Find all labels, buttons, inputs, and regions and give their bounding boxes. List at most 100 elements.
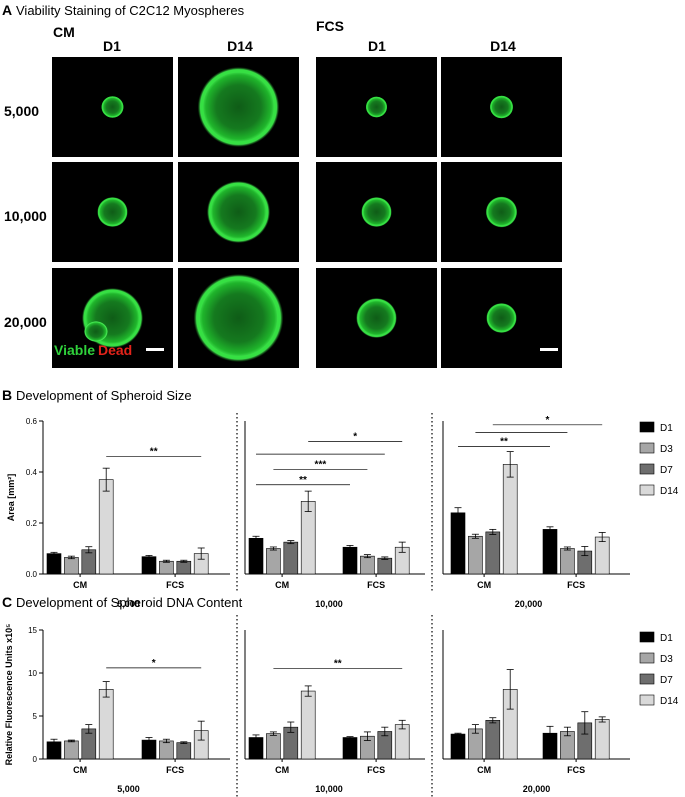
spheroid-0-1 [197,67,280,147]
x-tick-label-CM: CM [477,765,491,775]
row-label-5000: 5,000 [4,103,39,119]
legend-label-D3: D3 [660,654,673,665]
bar-20,000-FCS-D14 [594,536,610,575]
significance-label: * [353,431,357,442]
spheroid-rim-1-2 [361,197,392,227]
row-label-10000: 10,000 [4,208,47,224]
legend-swatch-D3 [639,652,655,664]
bar-10,000-CM-D3 [266,548,281,575]
spheroid-1-1 [206,181,271,243]
bar-5,000-CM-D14 [98,689,114,760]
bar-10,000-CM-D14 [300,690,316,760]
significance-label: ** [150,447,158,458]
panel-a-title: Viability Staining of C2C12 Myospheres [16,3,245,18]
bar-20,000-CM-D1 [450,512,466,575]
legend-swatch-D7 [639,673,655,685]
spheroid-1-3 [485,196,518,228]
legend-viable: Viable [54,342,95,358]
bar-5,000-CM-D14 [98,479,114,575]
significance-label: * [546,415,550,426]
significance-label: *** [315,459,327,470]
spheroid-rim-2-2 [357,299,396,337]
y-tick-label: 0 [33,755,38,764]
bar-5,000-FCS-D3 [159,560,174,575]
spheroid-2-2 [356,298,397,338]
chart-dna-content: Relative Fluorescence Units x10⁵ 0 5 10 15 CM… [4,615,679,797]
y-axis-label: Area [mm²] [6,474,16,522]
bar-10,000-FCS-D7 [377,557,393,575]
legend-swatch-D1 [639,421,655,433]
x-tick-label-FCS: FCS [567,580,585,590]
spheroid-2-1 [193,274,284,362]
panel-a-letter: A [2,2,12,18]
significance-label: ** [299,475,307,486]
scale-bar-fcs [540,348,558,351]
spheroid-0-3 [489,95,514,119]
spheroid-rim-2-3 [486,303,517,333]
legend-swatch-D3 [639,442,655,454]
y-tick-label: 15 [28,626,37,635]
spheroid-1-2 [361,197,392,227]
micrograph-grid [52,57,562,368]
spheroid-rim-2-0 [83,289,142,347]
bar-20,000-FCS-D1 [542,529,558,575]
legend-label-D7: D7 [660,465,673,476]
panel-b-letter: B [2,387,12,403]
bar-10,000-CM-D1 [248,537,264,575]
panel-c-title: Development of Spheroid DNA Content [16,595,243,610]
bar-20,000-FCS-D14 [594,719,610,760]
legend-dead: Dead [98,342,132,358]
group-label-fcs: FCS [316,18,344,34]
spheroid-lobe [84,321,108,342]
group-label-cm: CM [53,24,75,40]
bar-10,000-CM-D14 [300,501,316,575]
significance-label: * [152,658,156,669]
x-tick-label-CM: CM [73,765,87,775]
bar-5,000-CM-D3 [64,740,79,760]
legend-swatch-D7 [639,463,655,475]
spheroid-rim-1-1 [208,182,269,242]
spheroid-rim-1-0 [97,197,128,227]
x-tick-label-FCS: FCS [567,765,585,775]
bar-5,000-CM-D1 [46,553,62,575]
spheroid-1-0 [97,197,128,227]
spheroid-rim-0-3 [490,95,513,119]
panel-c-letter: C [2,594,12,610]
bar-10,000-FCS-D1 [342,737,358,760]
scale-bar-cm [146,348,164,351]
density-label: 5,000 [117,599,140,609]
day-label-fcs-d14: D14 [490,38,516,54]
y-axis-label: Relative Fluorescence Units x10⁵ [4,624,14,766]
bar-20,000-CM-D1 [450,733,466,760]
density-label: 20,000 [515,599,543,609]
legend-swatch-D1 [639,631,655,643]
day-label-cm-d14: D14 [227,38,253,54]
spheroid-rim-0-0 [101,96,124,118]
bar-20,000-CM-D3 [468,535,483,575]
legend-label-D1: D1 [660,633,673,644]
legend-label-D14: D14 [660,486,679,497]
legend-label-D1: D1 [660,423,673,434]
bar-20,000-CM-D14 [502,464,518,575]
legend-label-D14: D14 [660,696,679,707]
x-tick-label-FCS: FCS [166,765,184,775]
bar-10,000-FCS-D14 [394,724,410,760]
bar-5,000-CM-D7 [81,549,97,575]
bar-5,000-FCS-D7 [176,742,192,760]
spheroid-rim-2-1 [196,276,281,360]
bar-10,000-CM-D1 [248,737,264,760]
significance-label: ** [334,659,342,670]
significance-label: ** [500,437,508,448]
density-label: 20,000 [523,784,551,794]
bar-10,000-CM-D3 [266,733,281,760]
y-tick-label: 0.2 [26,519,38,528]
spheroid-rim-0-1 [200,69,277,145]
spheroid-0-0 [101,96,124,118]
density-label: 10,000 [315,784,343,794]
y-tick-label: 0.6 [26,417,38,426]
spheroid-rim-0-2 [366,96,387,118]
bar-5,000-FCS-D7 [176,560,192,575]
density-label: 10,000 [315,599,343,609]
bar-5,000-FCS-D3 [159,740,174,760]
y-tick-label: 10 [28,669,37,678]
